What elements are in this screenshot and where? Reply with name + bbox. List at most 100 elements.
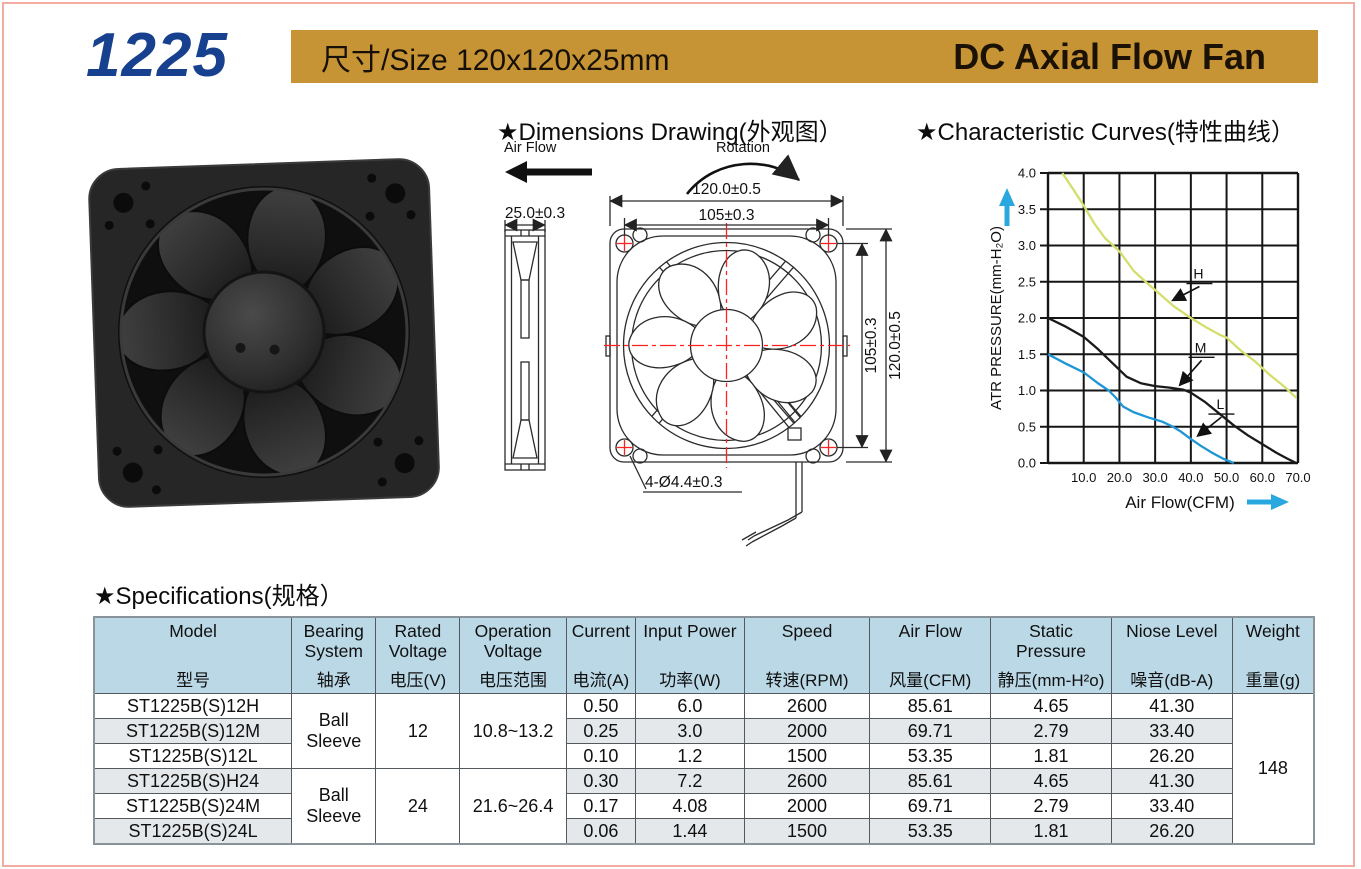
x-tick-label: 50.0 (1214, 470, 1239, 485)
spec-header-row: Model 型号 Bearing System 轴承 Rated Voltage 电压(V… (93, 616, 1315, 694)
noise-level-cell: 41.30 (1110, 693, 1233, 719)
col-header-en: Rated Voltage (388, 621, 448, 662)
mounting-hole-note: 4-Ø4.4±0.3 (645, 474, 722, 491)
col-header-en: Bearing System (303, 621, 364, 662)
air-flow-cell: 69.71 (869, 718, 992, 744)
operation-voltage-cell: 10.8~13.2 (459, 693, 567, 769)
static-pressure-cell: 4.65 (990, 768, 1112, 794)
static-pressure-cell: 2.79 (990, 793, 1112, 819)
curve-H (1061, 172, 1297, 399)
spec-row-ST1225B(S)24L: ST1225B(S)24L 0.06 1.44 1500 53.35 1.81 26.20 (93, 818, 1314, 845)
col-header-zh: 转速(RPM) (765, 671, 849, 691)
col-header-en: Air Flow (898, 621, 962, 641)
col-header-input-power: Input Power 功率(W) (635, 616, 745, 694)
col-header-rated-voltage: Rated Voltage 电压(V) (375, 616, 461, 694)
input-power-cell: 3.0 (635, 718, 745, 744)
characteristic-curves-chart: 0.0 0.5 1.0 1.5 2.0 2.5 3.0 3.5 4.0 10.0 20.0 30.0 4… (988, 166, 1311, 513)
curve-L (1047, 353, 1235, 465)
col-header-zh: 电压(V) (389, 671, 447, 691)
width-dimension-label: 120.0±0.5 (692, 181, 761, 198)
speed-cell: 2000 (743, 718, 871, 744)
input-power-cell: 7.2 (635, 768, 745, 794)
speed-cell: 2600 (743, 768, 871, 794)
y-tick-label: 1.0 (1018, 383, 1036, 398)
col-header-en: Input Power (643, 621, 737, 641)
col-header-model: Model 型号 (93, 616, 293, 694)
col-header-zh: 静压(mm-H²o) (997, 671, 1105, 691)
input-power-cell: 4.08 (635, 793, 745, 819)
curve-M (1047, 316, 1297, 465)
curve-label-M: M (1195, 339, 1207, 355)
current-cell: 0.50 (565, 693, 637, 719)
speed-cell: 1500 (743, 818, 871, 845)
curves-section-title: ★Characteristic Curves(特性曲线） (916, 119, 1295, 146)
col-header-zh: 功率(W) (659, 671, 721, 691)
model-cell: ST1225B(S)12H (93, 693, 293, 719)
static-pressure-cell: 4.65 (990, 693, 1112, 719)
rotation-label: Rotation (716, 140, 770, 156)
col-header-air-flow: Air Flow 风量(CFM) (869, 616, 992, 694)
page-title-model-number: 1225 (86, 21, 228, 90)
air-flow-cell: 85.61 (869, 693, 992, 719)
model-cell: ST1225B(S)24L (93, 818, 293, 845)
curve-label-H: H (1193, 266, 1203, 282)
air-flow-cell: 53.35 (869, 818, 992, 845)
x-axis-label: Air Flow(CFM) (1125, 493, 1235, 512)
y-tick-label: 1.5 (1018, 347, 1036, 362)
col-header-en: Current (571, 621, 631, 641)
col-header-en: Operation Voltage (474, 621, 552, 662)
y-axis-arrow-icon (999, 188, 1015, 206)
col-header-en: Speed (781, 621, 833, 641)
spec-row-ST1225B(S)12L: ST1225B(S)12L 0.10 1.2 1500 53.35 1.81 26.20 (93, 743, 1314, 769)
size-label: 尺寸/Size 120x120x25mm (321, 43, 670, 77)
input-power-cell: 1.44 (635, 818, 745, 845)
dimension-lines: 120.0±0.5 105±0.3 105±0.3 120.0±0.5 4-Ø4… (609, 181, 904, 493)
curve-label-arrow (1171, 285, 1200, 302)
y-tick-label: 2.0 (1018, 311, 1036, 326)
x-tick-label: 70.0 (1285, 470, 1310, 485)
dimensions-drawing: Air Flow Rotation 25.0±0.3 (504, 140, 904, 547)
static-pressure-cell: 1.81 (990, 818, 1112, 845)
model-cell: ST1225B(S)24M (93, 793, 293, 819)
fan-photo (88, 158, 440, 508)
x-tick-label: 40.0 (1178, 470, 1203, 485)
col-header-niose-level: Niose Level 噪音(dB-A) (1110, 616, 1233, 694)
weight-cell: 148 (1231, 693, 1315, 845)
x-tick-label: 20.0 (1107, 470, 1132, 485)
hole-pitch-v-label: 105±0.3 (863, 318, 880, 374)
bearing-cell: Ball Sleeve (291, 768, 377, 845)
col-header-zh: 电压范围 (479, 671, 548, 691)
col-header-zh: 轴承 (316, 671, 351, 691)
specifications-section-title: ★Specifications(规格） (94, 583, 344, 610)
lead-wires (741, 427, 803, 547)
centerlines (604, 223, 850, 468)
model-cell: ST1225B(S)12L (93, 743, 293, 769)
rotation-arrow-icon (685, 154, 801, 195)
input-power-cell: 6.0 (635, 693, 745, 719)
model-cell: ST1225B(S)12M (93, 718, 293, 744)
y-tick-label: 4.0 (1018, 166, 1036, 181)
col-header-bearing-system: Bearing System 轴承 (291, 616, 377, 694)
operation-voltage-cell: 21.6~26.4 (459, 768, 567, 845)
y-tick-label: 0.5 (1018, 419, 1036, 434)
speed-cell: 2000 (743, 793, 871, 819)
corner-screw-holes (104, 173, 424, 495)
spec-row-ST1225B(S)24M: ST1225B(S)24M 0.17 4.08 2000 69.71 2.79 33.40 (93, 793, 1314, 819)
fan-hub (202, 270, 326, 394)
input-power-cell: 1.2 (635, 743, 745, 769)
x-tick-label: 10.0 (1071, 470, 1096, 485)
x-axis-arrow-icon (1271, 494, 1289, 510)
model-cell: ST1225B(S)H24 (93, 768, 293, 794)
col-header-en: Niose Level (1126, 621, 1218, 641)
air-flow-label: Air Flow (504, 140, 557, 156)
x-tick-label: 60.0 (1250, 470, 1275, 485)
col-header-weight: Weight 重量(g) (1231, 616, 1315, 694)
fan-body (88, 158, 440, 508)
curve-label-L: L (1217, 396, 1225, 412)
current-cell: 0.10 (565, 743, 637, 769)
current-cell: 0.25 (565, 718, 637, 744)
col-header-current: Current 电流(A) (565, 616, 637, 694)
air-flow-arrow-icon (505, 161, 592, 183)
specifications-table: Model 型号 Bearing System 轴承 Rated Voltage 电压(V… (93, 616, 1315, 845)
